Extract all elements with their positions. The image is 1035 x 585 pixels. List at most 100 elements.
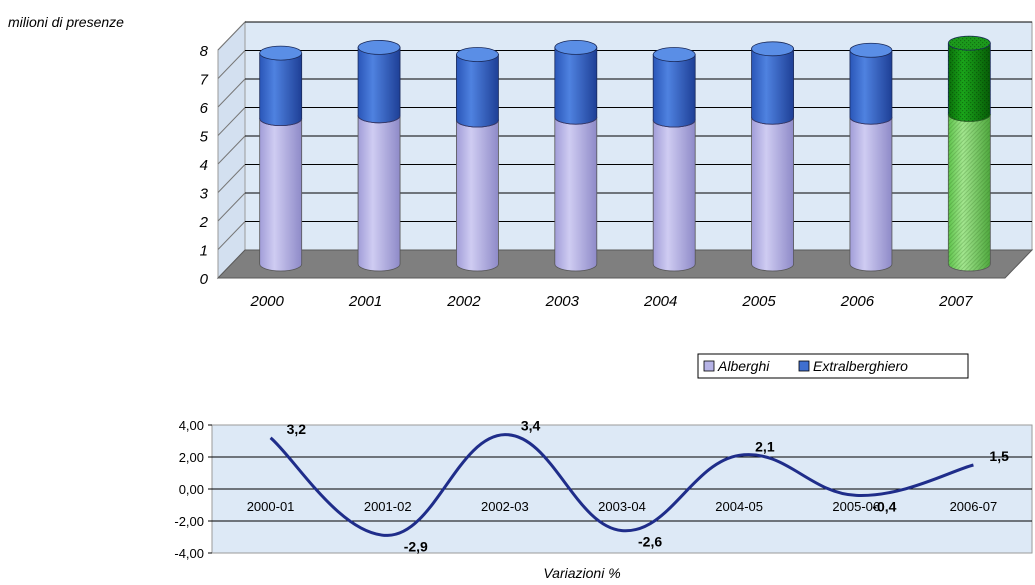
line-y-tick-label: 4,00: [179, 418, 204, 433]
y-tick-label: 4: [200, 157, 208, 174]
bar-segment-alberghi: [259, 118, 303, 272]
x-tick-label: 2005: [741, 293, 776, 310]
x-tick-label: 2000: [250, 293, 285, 310]
line-point: -2,6: [638, 534, 662, 550]
bar-cap: [259, 45, 303, 61]
x-tick-label: 2001: [348, 293, 382, 310]
bar-2007: [947, 35, 991, 272]
line-data-label: 1,5: [989, 448, 1009, 464]
bar-2001: [357, 40, 401, 272]
bar-segment-extralberghiero: [357, 47, 401, 124]
legend-swatch-extralberghiero: [798, 360, 810, 372]
y-tick-label: 6: [200, 100, 209, 117]
variation-line: [269, 433, 974, 537]
side-gridline: [217, 221, 246, 250]
bar-chart-frame: [216, 20, 1034, 280]
legend-label-extralberghiero: Extralberghiero: [813, 358, 908, 374]
bar-2003: [554, 40, 598, 272]
bar-segment-alberghi: [849, 116, 893, 272]
x-tick-label: 2002: [446, 293, 481, 310]
y-tick-label: 5: [200, 129, 209, 146]
line-point: 3,4: [521, 418, 541, 434]
bar-segment-alberghi: [456, 119, 499, 272]
side-gridline: [217, 164, 246, 193]
bar-segment-extralberghiero: [751, 48, 794, 125]
x-tick-label: 2003: [545, 293, 580, 310]
x-axis-labels: 2000 2001 2002 2003 2004 2005 2006 2007: [250, 293, 974, 310]
bar-2000: [259, 45, 303, 272]
line-point: 3,2: [287, 421, 307, 437]
y-tick-label: 2: [199, 214, 209, 231]
bar-2006: [849, 42, 893, 272]
line-data-label: 3,4: [521, 418, 541, 434]
bar-cap: [554, 40, 598, 55]
bar-segment-alberghi: [357, 115, 401, 272]
bars: [259, 35, 991, 272]
line-chart-frame: -4,00-2,000,002,004,00 2000-01 2001-02 200…: [174, 418, 1033, 561]
line-data-label: -2,9: [404, 538, 428, 554]
line-x-axis-title: Variazioni %: [543, 565, 620, 580]
line-y-tick-label: 2,00: [179, 450, 204, 465]
line-x-tick-label: 2005-06: [832, 499, 880, 514]
bar-2005: [751, 41, 794, 272]
legend-box: [697, 353, 969, 379]
y-tick-label: 1: [200, 243, 208, 260]
y-tick-label: 3: [200, 186, 209, 203]
line-x-tick-label: 2003-04: [598, 499, 646, 514]
line-point: 1,5: [989, 448, 1009, 464]
bar-2004: [652, 47, 696, 272]
x-tick-label: 2006: [840, 293, 875, 310]
y-axis-ticks: 0 1 2 3 4 5 6 7 8: [199, 43, 209, 288]
bar-segment-extralberghiero: [456, 54, 499, 128]
line-y-tick-label: 0,00: [179, 482, 204, 497]
line-y-tick-label: -2,00: [174, 514, 204, 529]
bar-segment-extralberghiero: [652, 54, 696, 128]
side-gridline: [217, 135, 246, 165]
bar-segment-extralberghiero: [259, 52, 303, 127]
line-data-labels: 3,2 -2,9 3,4 -2,6 2,1 -0,4 1,5: [287, 418, 1010, 555]
y-axis-label: milioni di presenze: [8, 14, 124, 30]
line-data-label: -2,6: [638, 534, 662, 550]
bar-cap: [652, 47, 696, 62]
x-tick-label: 2004: [643, 293, 677, 310]
line-x-tick-label: 2000-01: [247, 499, 295, 514]
y-tick-label: 8: [200, 43, 209, 60]
bar-segment-extralberghiero: [849, 49, 893, 125]
y-tick-label: 7: [200, 72, 209, 89]
line-x-axis-labels: 2000-01 2001-02 2002-03 2003-04 2004-05 2005-…: [247, 499, 998, 514]
line-point: -0,4: [872, 498, 896, 514]
floor: [216, 249, 1034, 279]
bar-segment-alberghi: [751, 116, 794, 272]
side-gridline: [217, 78, 246, 108]
line-x-tick-label: 2006-07: [950, 499, 998, 514]
side-gridline: [217, 192, 246, 222]
bar-cap: [849, 42, 893, 58]
bar-segment-alberghi: [554, 116, 598, 272]
line-data-label: 2,1: [755, 438, 775, 454]
legend: Alberghi Extralberghiero: [697, 353, 969, 379]
line-x-tick-label: 2001-02: [364, 499, 412, 514]
side-gridline: [217, 21, 246, 51]
line-data-label: -0,4: [872, 498, 896, 514]
bar-segment-extralberghiero: [554, 47, 598, 125]
y-tick-label: 0: [200, 271, 209, 288]
line-data-label: 3,2: [287, 421, 307, 437]
line-y-axis-ticks: -4,00 -2,00 0,00 2,00 4,00: [174, 418, 204, 561]
line-point: -2,9: [404, 538, 428, 554]
legend-swatch-alberghi: [703, 360, 715, 372]
x-tick-label: 2007: [938, 293, 973, 310]
bar-cap: [456, 47, 499, 62]
line-point: 2,1: [755, 438, 775, 454]
bar-segment-alberghi: [652, 119, 696, 272]
bar-cap: [357, 40, 401, 55]
side-gridline: [217, 107, 246, 136]
side-gridline: [217, 50, 246, 79]
bar-2002: [456, 47, 499, 272]
legend-label-alberghi: Alberghi: [717, 358, 770, 374]
bar-cap: [751, 41, 794, 57]
line-x-tick-label: 2002-03: [481, 499, 529, 514]
line-y-tick-label: -4,00: [174, 546, 204, 561]
line-x-tick-label: 2004-05: [715, 499, 763, 514]
